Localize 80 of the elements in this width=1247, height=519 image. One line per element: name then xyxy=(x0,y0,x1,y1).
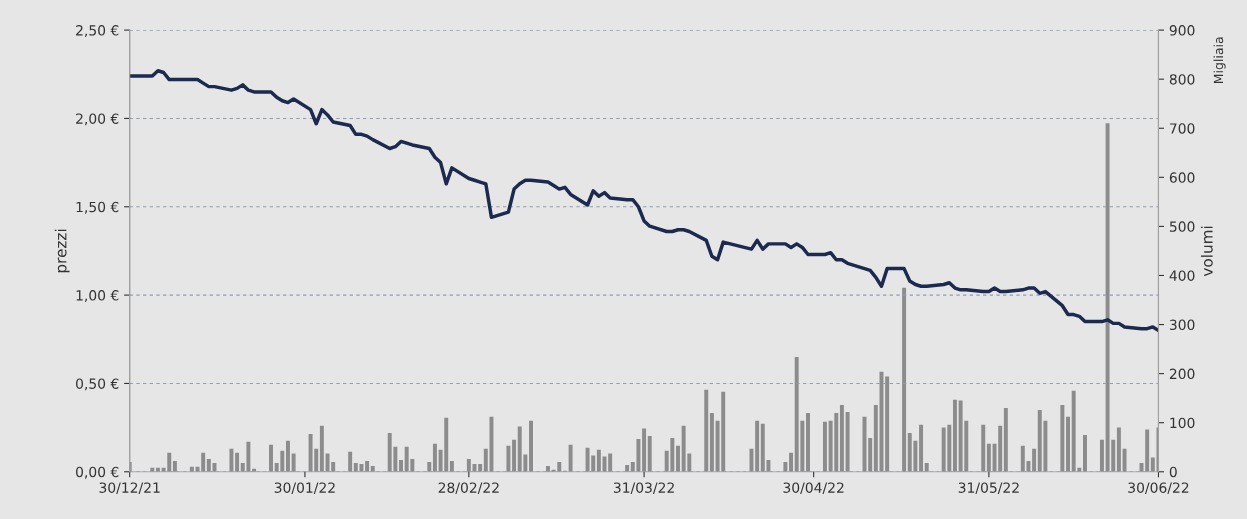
y-tick-label: 1,00 € xyxy=(76,290,119,302)
bar xyxy=(986,443,991,472)
bar xyxy=(902,287,907,472)
bar xyxy=(1083,434,1087,472)
bar xyxy=(1099,439,1104,472)
bar xyxy=(704,389,709,472)
bar xyxy=(709,412,714,472)
bar xyxy=(285,440,290,472)
bar xyxy=(568,444,573,472)
bar xyxy=(608,453,613,472)
x-tick-label: 30/04/22 xyxy=(783,482,844,495)
y-tick-label: 1,50 € xyxy=(76,201,119,214)
bar xyxy=(529,420,533,472)
bar xyxy=(466,459,471,472)
bar xyxy=(172,460,177,472)
bar xyxy=(229,448,234,472)
bar xyxy=(783,461,788,472)
bar xyxy=(755,420,760,472)
bar xyxy=(789,452,794,472)
bar xyxy=(506,445,511,472)
bar xyxy=(596,449,601,472)
y2-tick-label: 700 xyxy=(1170,123,1195,134)
bar xyxy=(348,451,353,472)
x-tick-label: 31/05/22 xyxy=(958,482,1019,495)
text: Migliaia xyxy=(1213,37,1226,84)
x-tick-label: 30/06/22 xyxy=(1128,482,1189,495)
bar xyxy=(1060,405,1065,472)
bar xyxy=(642,428,647,472)
bar xyxy=(806,412,810,472)
bar xyxy=(845,411,850,472)
bar xyxy=(1145,429,1150,472)
bar xyxy=(919,424,924,472)
bar xyxy=(822,421,827,472)
bar xyxy=(291,453,296,472)
y2-axis-title: volumi xyxy=(1200,226,1213,277)
bar xyxy=(1116,427,1121,472)
y2-tick-label: 500 xyxy=(1169,221,1195,232)
bar xyxy=(269,444,273,472)
y2-tick-label: 400 xyxy=(1169,270,1195,281)
bar xyxy=(129,461,132,472)
bar xyxy=(432,443,437,472)
x-tick-label: 28/02/22 xyxy=(438,482,499,495)
bar xyxy=(647,435,652,472)
bar xyxy=(873,405,878,472)
y-axis-title: prezzi xyxy=(54,229,70,273)
bar xyxy=(1122,448,1127,472)
y2-tick-label: 100 xyxy=(1170,417,1195,429)
bar xyxy=(201,452,206,472)
bar xyxy=(427,461,432,472)
y2-tick-label: 600 xyxy=(1169,172,1195,183)
bar xyxy=(449,460,454,472)
line-series xyxy=(129,69,1159,333)
bar xyxy=(676,445,680,472)
y2-tick-label: 200 xyxy=(1169,368,1195,380)
y2-tick-label: 0 xyxy=(1169,466,1177,478)
bar xyxy=(478,463,483,472)
bar xyxy=(1032,448,1037,472)
bar xyxy=(365,460,370,472)
bar xyxy=(512,439,517,472)
x-tick-label: 30/01/22 xyxy=(274,482,335,495)
y2-tick-label: 800 xyxy=(1169,74,1195,85)
bar xyxy=(981,424,986,472)
y-tick-label: 2,50 € xyxy=(76,25,119,37)
x-tick-label: 31/03/22 xyxy=(613,482,674,495)
bar xyxy=(924,462,929,472)
y-tick-label: 2,00 € xyxy=(76,113,119,126)
y2-tick-label: 300 xyxy=(1169,319,1195,331)
x-tick-label: 30/12/21 xyxy=(99,482,160,495)
bar xyxy=(749,448,754,472)
bar xyxy=(319,425,324,472)
bar xyxy=(1066,416,1070,472)
y2-tick-label: 900 xyxy=(1169,25,1195,36)
y-tick-label: 0,00 € xyxy=(76,466,119,479)
bar xyxy=(235,452,240,472)
bar xyxy=(952,399,957,472)
bar xyxy=(839,405,844,472)
bar xyxy=(885,376,890,472)
bar xyxy=(399,459,403,472)
y-tick-label: 0,50 € xyxy=(76,378,119,391)
bar xyxy=(1003,407,1008,472)
